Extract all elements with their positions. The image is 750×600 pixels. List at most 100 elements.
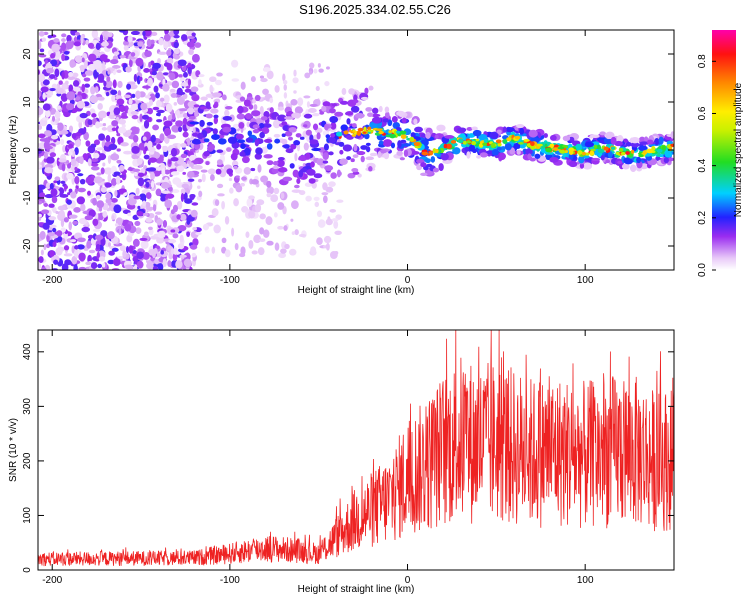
noise-blob [116, 132, 121, 137]
noise-blob [67, 192, 71, 196]
noise-blob [60, 227, 66, 233]
noise-blob [168, 159, 172, 165]
noise-blob [59, 130, 69, 135]
signal-blob [217, 138, 227, 145]
noise-blob [137, 172, 145, 178]
signal-blob [529, 157, 536, 162]
noise-blob [56, 157, 60, 167]
noise-blob [66, 172, 74, 180]
noise-blob [59, 193, 69, 198]
noise-blob [158, 37, 164, 46]
signal-blob [377, 151, 382, 159]
signal-blob [319, 111, 325, 115]
noise-blob [127, 129, 133, 134]
noise-blob [168, 186, 173, 192]
noise-blob [139, 237, 148, 242]
noise-blob [74, 139, 82, 148]
noise-blob [132, 168, 141, 172]
signal-blob [607, 151, 613, 159]
noise-blob [49, 74, 56, 80]
noise-blob [163, 127, 172, 137]
noise-blob [106, 75, 111, 82]
signal-blob [200, 169, 208, 173]
noise-blob [72, 72, 79, 78]
signal-blob [252, 124, 260, 129]
noise-blob [42, 103, 51, 111]
noise-blob [110, 89, 118, 95]
noise-blob [262, 88, 269, 95]
noise-blob [146, 38, 152, 48]
signal-blob [365, 142, 371, 147]
noise-blob [257, 164, 262, 173]
noise-blob [292, 77, 299, 84]
ridge-peak [413, 141, 421, 147]
noise-blob [80, 34, 84, 44]
signal-blob [396, 150, 403, 156]
noise-blob [71, 245, 75, 254]
noise-blob [250, 76, 256, 83]
noise-blob [58, 210, 65, 218]
signal-blob [471, 126, 478, 131]
signal-blob [562, 135, 571, 142]
snr-frame [37, 329, 675, 571]
signal-blob [237, 105, 244, 114]
y-tick-label: -10 [22, 190, 33, 205]
signal-blob [342, 144, 353, 152]
noise-blob [240, 81, 246, 90]
noise-blob [112, 258, 121, 267]
noise-blob [313, 196, 320, 201]
noise-blob [309, 62, 315, 69]
signal-blob [283, 144, 290, 149]
signal-blob [491, 148, 499, 156]
noise-blob [334, 230, 342, 235]
noise-blob [54, 110, 61, 119]
snr-ylabel: SNR (10 * v/v) [8, 418, 19, 482]
y-tick-label: 0 [22, 567, 33, 573]
signal-blob [233, 165, 238, 170]
noise-blob [176, 96, 185, 105]
noise-blob [120, 115, 129, 119]
noise-blob [165, 193, 175, 199]
signal-blob [360, 96, 369, 101]
noise-blob [190, 86, 199, 93]
noise-blob [50, 134, 59, 140]
noise-blob [38, 200, 43, 205]
signal-blob [476, 155, 482, 159]
noise-blob [74, 147, 79, 156]
y-tick-label: 400 [22, 343, 33, 360]
signal-blob [222, 94, 227, 101]
ridge-peak [457, 138, 464, 144]
signal-blob [243, 147, 251, 156]
x-tick-label: -100 [220, 275, 240, 286]
signal-blob [239, 96, 246, 102]
noise-blob [83, 59, 88, 69]
noise-blob [263, 67, 271, 72]
noise-blob [313, 68, 318, 74]
signal-blob [357, 173, 362, 178]
signal-blob [630, 142, 640, 148]
noise-blob [188, 48, 194, 56]
noise-blob [291, 200, 299, 210]
signal-blob [543, 133, 548, 138]
noise-blob [43, 140, 50, 150]
noise-blob [96, 96, 105, 101]
signal-blob [370, 113, 381, 118]
signal-blob [236, 139, 246, 144]
noise-blob [180, 34, 188, 41]
noise-blob [172, 112, 176, 120]
signal-blob [263, 154, 273, 159]
noise-blob [164, 169, 171, 175]
noise-blob [41, 209, 50, 215]
ridge-peak [618, 147, 624, 152]
noise-blob [100, 237, 106, 247]
noise-blob [152, 106, 160, 111]
noise-blob [100, 167, 105, 175]
noise-blob [224, 215, 230, 225]
noise-blob [118, 30, 126, 33]
noise-blob [209, 76, 217, 83]
signal-blob [364, 133, 370, 140]
signal-blob [254, 153, 262, 160]
signal-blob [188, 115, 196, 120]
noise-blob [119, 54, 126, 59]
noise-blob [155, 92, 160, 99]
